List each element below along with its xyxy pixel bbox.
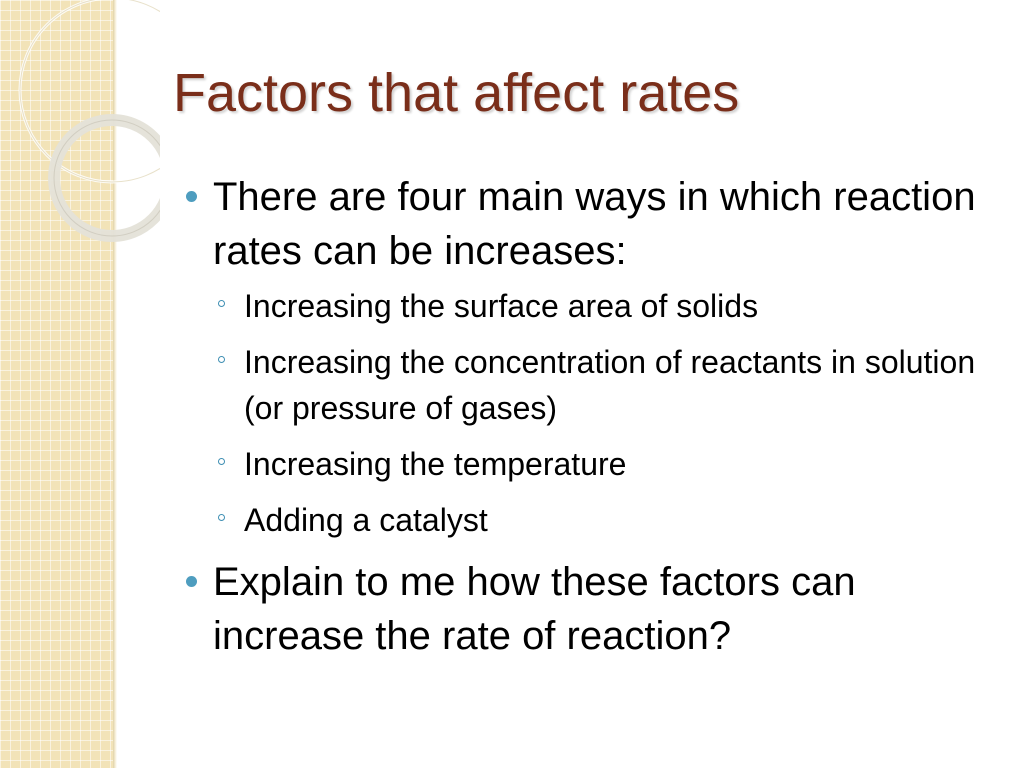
subbullet-item-3: Increasing the temperature	[216, 441, 986, 487]
decorative-rings	[18, 0, 160, 242]
bullet-dot-icon	[186, 576, 197, 587]
bullet-dot-icon	[186, 191, 197, 202]
subbullet-circle-icon	[218, 356, 225, 363]
side-panel-edge	[113, 0, 117, 768]
decorative-ring-large	[18, 0, 160, 184]
subbullet-item-1: Increasing the surface area of solids	[216, 283, 986, 329]
subbullet-text: Increasing the concentration of reactant…	[244, 344, 976, 426]
subbullet-circle-icon	[218, 458, 225, 465]
slide-content: There are four main ways in which reacti…	[186, 170, 986, 663]
subbullet-text: Increasing the temperature	[244, 446, 627, 482]
bullet-text: There are four main ways in which reacti…	[213, 175, 976, 273]
bullet-text: Explain to me how these factors can incr…	[213, 560, 856, 658]
subbullet-item-4: Adding a catalyst	[216, 497, 986, 543]
slide-title: Factors that affect rates	[173, 63, 740, 123]
subbullet-text: Increasing the surface area of solids	[244, 288, 759, 324]
bullet-item-2: Explain to me how these factors can incr…	[186, 555, 986, 663]
subbullet-circle-icon	[218, 514, 225, 521]
decorative-ring-large-shadow	[19, 0, 160, 183]
subbullet-list: Increasing the surface area of solids In…	[186, 283, 986, 543]
subbullet-item-2: Increasing the concentration of reactant…	[216, 339, 986, 431]
bullet-item-1: There are four main ways in which reacti…	[186, 170, 986, 278]
subbullet-text: Adding a catalyst	[244, 502, 488, 538]
decorative-ring-small-outline	[53, 119, 160, 237]
subbullet-circle-icon	[218, 300, 225, 307]
